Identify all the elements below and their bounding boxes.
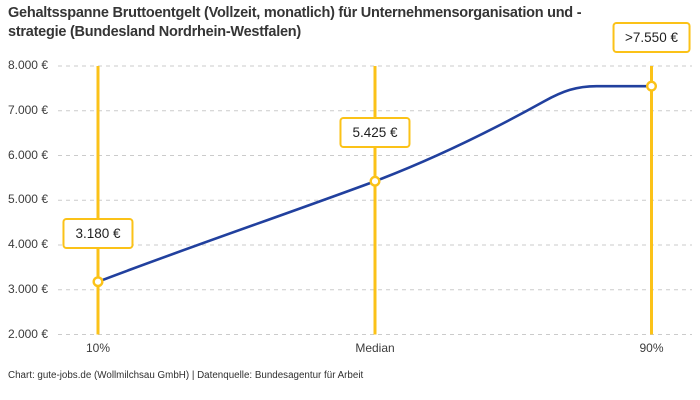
value-label-p90: >7.550 €: [612, 22, 691, 54]
attribution-footer: Chart: gute-jobs.de (Wollmilchsau GmbH) …: [8, 370, 364, 381]
y-tick-label: 3.000 €: [7, 281, 48, 296]
x-tick-label: 10%: [85, 341, 111, 355]
y-tick-label: 7.000 €: [7, 102, 48, 117]
data-point-marker: [92, 276, 104, 288]
y-tick-label: 5.000 €: [7, 192, 48, 207]
x-tick-label: 90%: [639, 341, 664, 355]
y-tick-label: 2.000 €: [7, 326, 48, 341]
value-label-median: 5.425 €: [339, 117, 411, 149]
y-tick-label: 4.000 €: [7, 237, 48, 251]
data-point-marker: [369, 175, 381, 187]
y-tick-label: 8.000 €: [7, 58, 48, 72]
data-point-marker: [646, 80, 658, 92]
salary-line: [96, 84, 653, 283]
chart-title: Gehaltsspanne Bruttoentgelt (Vollzeit, m…: [8, 5, 582, 41]
value-label-p10: 3.180 €: [62, 217, 134, 249]
x-tick-label: Median: [355, 341, 395, 355]
y-tick-label: 6.000 €: [7, 147, 48, 162]
